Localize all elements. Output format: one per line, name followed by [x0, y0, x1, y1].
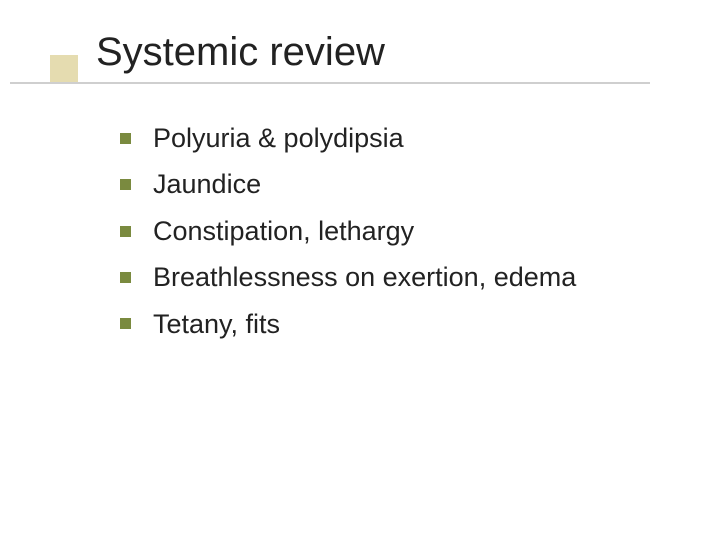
bullet-icon: [120, 133, 131, 144]
bullet-text: Breathlessness on exertion, edema: [153, 259, 576, 295]
bullet-text: Constipation, lethargy: [153, 213, 414, 249]
list-item: Tetany, fits: [120, 306, 680, 342]
slide: Systemic review Polyuria & polydipsia Ja…: [0, 0, 720, 540]
title-underline: [10, 82, 650, 84]
bullet-list: Polyuria & polydipsia Jaundice Constipat…: [120, 120, 680, 352]
bullet-icon: [120, 179, 131, 190]
bullet-text: Polyuria & polydipsia: [153, 120, 404, 156]
bullet-icon: [120, 272, 131, 283]
bullet-text: Jaundice: [153, 166, 261, 202]
list-item: Polyuria & polydipsia: [120, 120, 680, 156]
title-accent-square: [50, 55, 78, 83]
list-item: Constipation, lethargy: [120, 213, 680, 249]
bullet-icon: [120, 226, 131, 237]
bullet-text: Tetany, fits: [153, 306, 280, 342]
list-item: Breathlessness on exertion, edema: [120, 259, 680, 295]
list-item: Jaundice: [120, 166, 680, 202]
slide-title: Systemic review: [96, 30, 680, 88]
bullet-icon: [120, 318, 131, 329]
title-area: Systemic review: [96, 30, 680, 88]
